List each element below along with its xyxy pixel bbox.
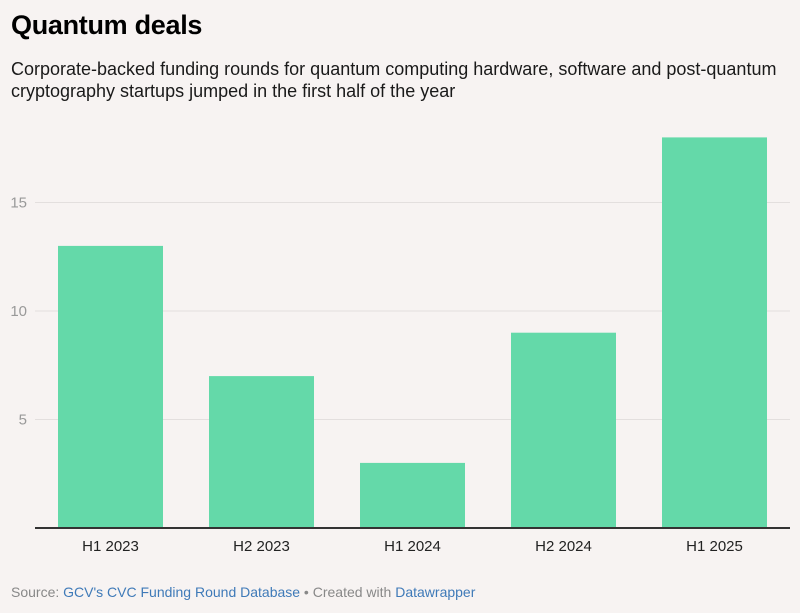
bar	[662, 137, 767, 528]
x-tick-label: H2 2023	[233, 538, 290, 555]
chart-subtitle: Corporate-backed funding rounds for quan…	[11, 59, 777, 101]
bar	[360, 462, 465, 528]
x-tick-label: H1 2025	[686, 538, 743, 555]
bar	[209, 376, 314, 528]
created-with-label: • Created with	[300, 584, 396, 600]
bars	[58, 137, 767, 528]
source-link[interactable]: GCV's CVC Funding Round Database	[63, 584, 301, 600]
x-tick-label: H1 2023	[82, 538, 139, 555]
y-tick-label: 5	[19, 412, 27, 429]
y-tick-label: 10	[10, 303, 27, 320]
x-tick-label: H2 2024	[535, 538, 592, 555]
bar	[511, 332, 616, 528]
chart-title: Quantum deals	[11, 10, 203, 40]
datawrapper-link[interactable]: Datawrapper	[395, 584, 476, 600]
x-tick-label: H1 2024	[384, 538, 441, 555]
bar	[58, 245, 163, 528]
y-tick-label: 15	[10, 195, 27, 212]
chart-footer: Source: GCV's CVC Funding Round Database…	[11, 584, 475, 600]
source-label: Source:	[11, 584, 64, 600]
axes: H1 2023 H2 2023 H1 2024 H2 2024 H1 2025	[35, 527, 790, 555]
